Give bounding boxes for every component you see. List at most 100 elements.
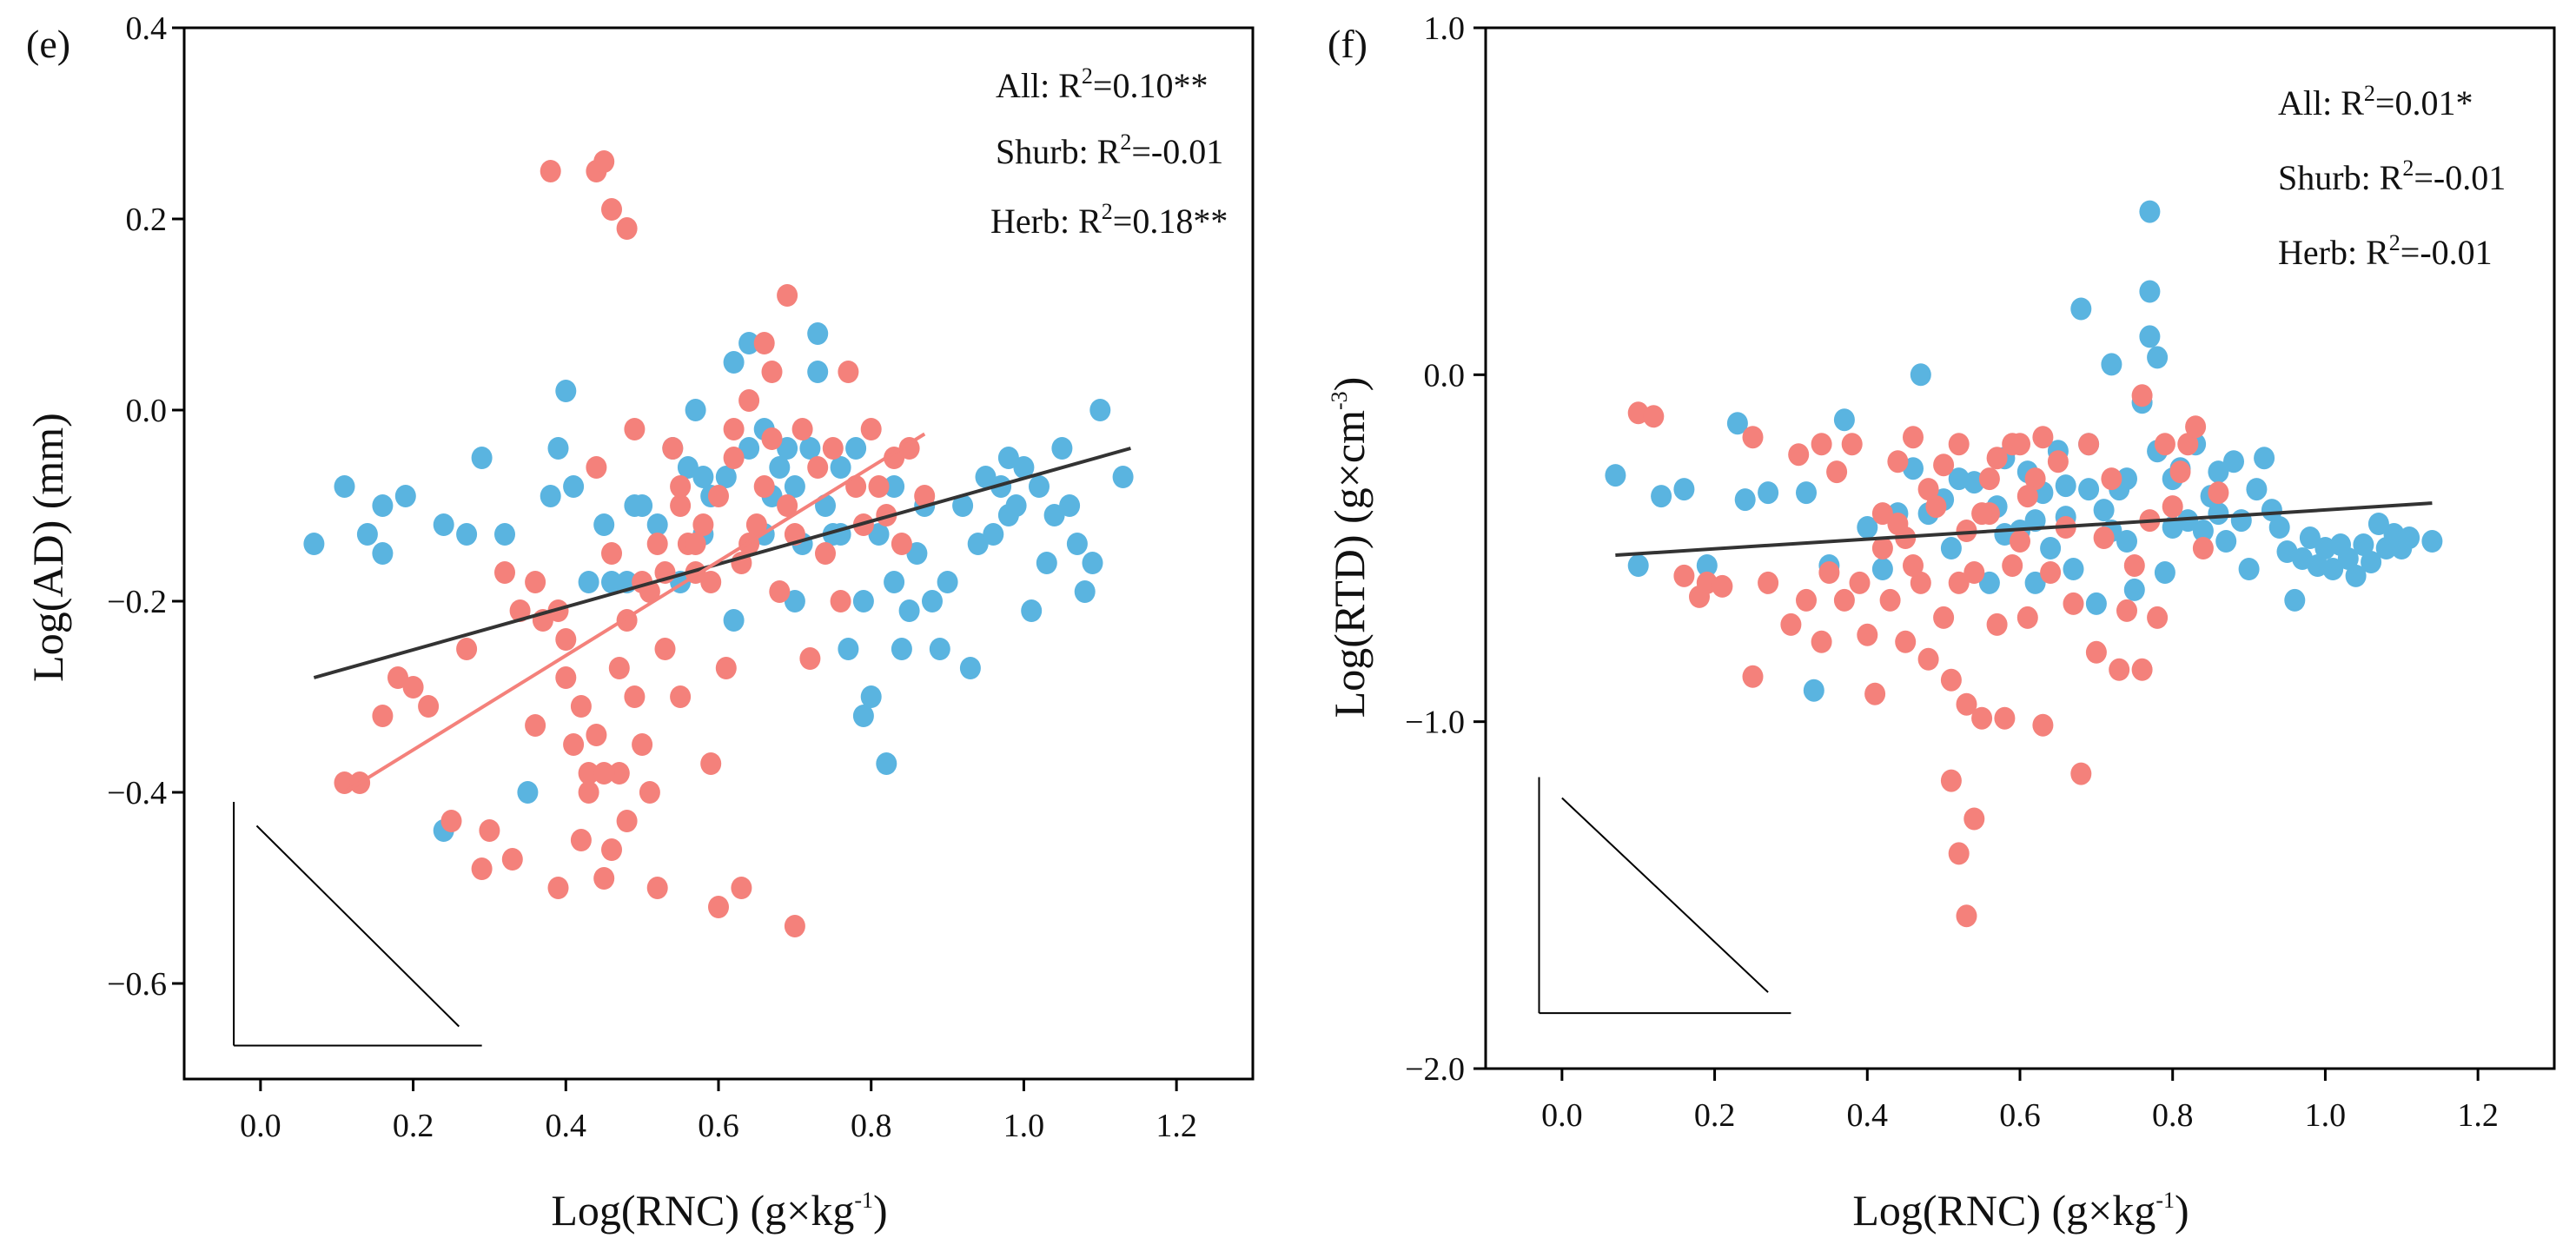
panel-label-e: (e) [26,22,70,66]
point-herb [761,427,783,450]
point-herb [1788,443,1810,467]
x-tick-label: 0.0 [240,1108,281,1144]
point-shrub [807,361,829,383]
point-herb [624,418,646,440]
point-shrub [356,523,378,546]
point-shrub [1871,558,1893,580]
panel-e-x-axis-title: Log(RNC) (g×kg-1) [551,1186,887,1235]
panel-f-ticks: 0.0 0.2 0.4 0.6 0.8 1.0 1.2 1.0 0.0 −1.0 −2.0 [1405,10,2499,1134]
point-herb [670,475,692,498]
point-shrub [715,466,737,488]
point-herb [1956,904,1977,928]
point-herb [731,877,752,899]
point-shrub [2254,447,2275,470]
point-shrub [1021,599,1043,622]
inset-diagonal-line [1561,797,1769,993]
panel-f-x-axis-title: Log(RNC) (g×kg-1) [1852,1186,2189,1235]
point-herb [501,848,523,871]
point-herb [593,150,615,173]
point-shrub [1796,481,1817,505]
point-herb [784,915,805,937]
point-shrub [456,523,478,546]
point-herb [2040,561,2062,584]
point-shrub [830,456,851,479]
point-shrub [983,523,1004,546]
point-herb [769,580,791,603]
point-herb [777,284,798,307]
point-shrub [1978,571,2000,594]
y-tick-label: 1.0 [1424,10,1466,47]
point-herb [753,475,775,498]
point-shrub [884,475,905,498]
panel-e-annotation-herb: Herb: R2=0.18** [990,199,1228,241]
point-herb [2093,526,2115,549]
point-herb [838,361,859,383]
point-shrub [2116,530,2137,553]
fit-line-all [1615,501,2433,557]
point-shrub [555,380,577,402]
point-herb [540,160,561,182]
point-herb [593,762,615,785]
y-tick-label: −0.2 [107,584,167,620]
point-herb [2010,433,2030,456]
point-herb [456,638,478,660]
point-herb [1857,623,1878,646]
point-shrub [601,571,622,593]
point-herb [777,494,798,517]
point-herb [1971,502,1993,526]
fit-line-all [313,447,1131,679]
panel-e-annotations: All: R2=0.10** Shurb: R2=-0.01 Herb: R2=… [990,63,1228,241]
point-shrub [2192,520,2214,542]
point-herb [1963,561,1985,584]
point-herb [2032,426,2054,449]
panel-e-ticks: 0.0 0.2 0.4 0.6 0.8 1.0 1.2 0.4 0.2 0.0 −0.2 −0.4 −0… [107,10,1197,1144]
point-shrub [2337,547,2359,570]
point-shrub [547,437,569,460]
point-shrub [494,523,515,546]
point-herb [1811,433,1832,456]
point-shrub [303,533,325,555]
point-shrub [2353,533,2374,556]
point-herb [1796,588,1817,612]
point-shrub [677,456,699,479]
point-herb [1948,433,1970,456]
point-herb [1887,513,1909,535]
x-tick-label: 0.6 [1999,1097,2041,1134]
point-herb [1903,426,1924,449]
point-shrub [2078,478,2100,501]
point-shrub [1605,464,1626,487]
panel-f-annotation-all: All: R2=0.01* [2278,81,2473,122]
point-herb [1818,561,1840,584]
point-herb [1887,450,1909,473]
point-shrub [784,475,805,498]
point-herb [898,437,920,460]
point-herb [1864,682,1886,705]
point-herb [1940,769,1962,792]
point-shrub [2268,516,2290,539]
point-shrub [2024,509,2046,533]
point-shrub [685,399,706,421]
point-herb [1910,571,1931,594]
point-herb [639,781,660,804]
point-herb [1940,668,1962,692]
point-herb [1811,630,1832,653]
point-herb [402,676,424,699]
point-herb [570,829,592,851]
point-herb [2169,460,2191,484]
point-shrub [2208,502,2229,526]
point-shrub [2177,509,2199,533]
point-herb [479,819,500,842]
point-herb [914,485,936,507]
point-shrub [2040,537,2062,559]
point-herb [440,810,462,832]
point-herb [884,447,905,469]
x-tick-label: 0.2 [393,1108,434,1144]
point-shrub [2093,499,2115,522]
point-shrub [1066,533,1088,555]
point-herb [738,389,760,412]
x-tick-label: 0.8 [851,1108,892,1144]
point-herb [815,542,836,565]
point-herb [646,533,668,555]
point-herb [860,418,882,440]
